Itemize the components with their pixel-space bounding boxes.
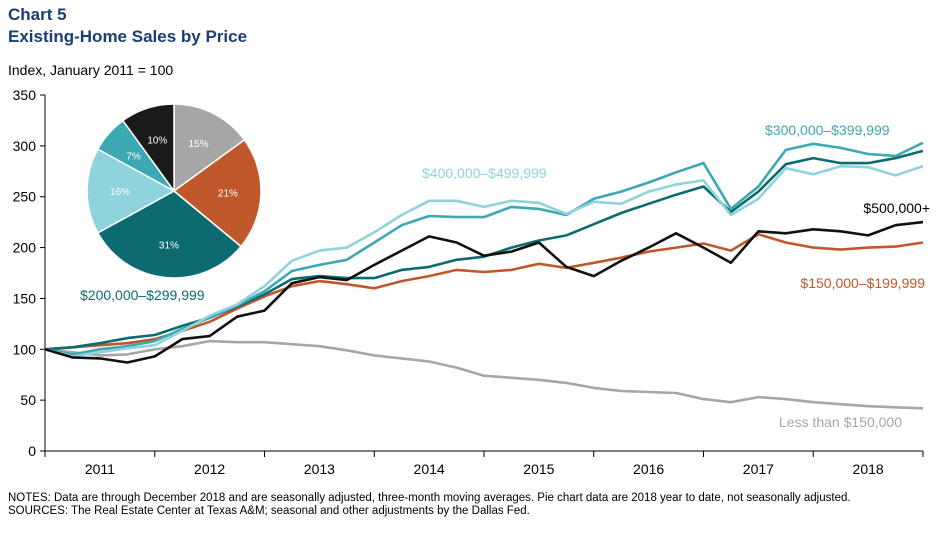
x-tick-label: 2012 [194,461,225,477]
y-tick-label: 0 [28,443,36,459]
series-line [44,339,924,410]
pie-slice-label: 15% [188,139,208,150]
pie-slice [172,138,262,248]
pie-slice-label: 21% [218,189,238,200]
x-tick-label: 2018 [853,461,884,477]
y-tick-label: 250 [13,189,37,205]
series-label: $200,000–$299,999 [80,287,205,303]
chart-title: Existing-Home Sales by Price [8,27,248,46]
series-label: Less than $150,000 [779,414,902,430]
pie-slice-label: 16% [110,187,130,198]
y-tick-label: 50 [20,392,36,408]
unit-label: Index, January 2011 = 100 [8,62,174,78]
y-tick-label: 150 [13,290,37,306]
pie-slice-label: 10% [147,136,167,147]
chart-number: Chart 5 [8,5,67,24]
y-tick-label: 200 [13,240,37,256]
x-tick-label: 2016 [633,461,664,477]
pie-slice [173,103,246,193]
series-label: $500,000+ [863,200,930,216]
footer-notes: NOTES: Data are through December 2018 an… [8,492,938,518]
pie-slice-label: 7% [126,151,141,162]
pie-slice [86,148,176,234]
x-tick-label: 2013 [304,461,335,477]
x-tick-label: 2017 [743,461,774,477]
x-tick-label: 2014 [414,461,445,477]
series-label: $300,000–$399,999 [765,122,890,138]
y-tick-label: 300 [13,138,37,154]
line-chart: 0 50 100 150 200 250 300 350 2011 2012 2013 2014 201… [13,87,930,477]
y-tick-label: 350 [13,87,37,103]
series-label: $150,000–$199,999 [800,275,925,291]
x-tick-label: 2011 [85,461,115,477]
notes-text: NOTES: Data are through December 2018 an… [8,492,851,504]
x-tick-label: 2015 [523,461,554,477]
y-tick-label: 100 [13,341,37,357]
series-line [44,164,924,358]
pie-slice [121,103,175,194]
series-label: $400,000–$499,999 [422,165,547,181]
pie-slice-label: 31% [159,241,179,252]
sources-text: SOURCES: The Real Estate Center at Texas… [8,505,530,517]
series-line [44,220,924,364]
series-line [44,233,924,351]
pie-slice [96,190,243,279]
